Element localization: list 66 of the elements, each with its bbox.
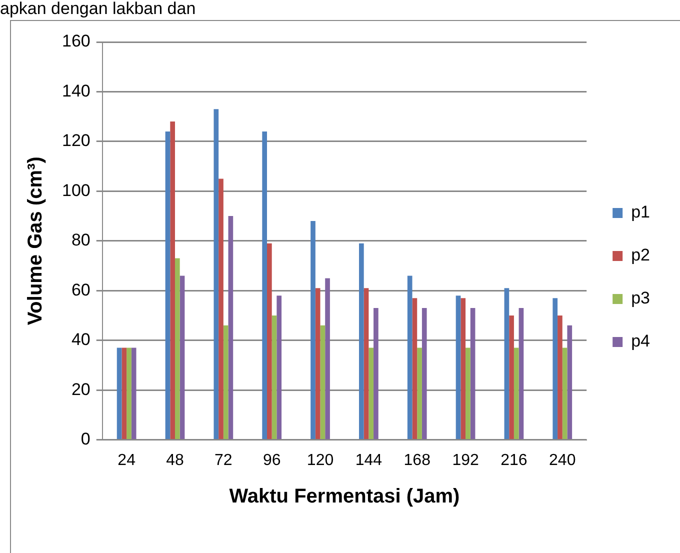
bar: [562, 348, 568, 440]
bar: [470, 308, 476, 440]
y-tick-label: 40: [71, 330, 90, 350]
legend-label: p4: [631, 332, 650, 351]
y-tick-label: 60: [71, 280, 90, 300]
bar: [214, 109, 219, 440]
bar: [320, 325, 326, 440]
x-tick-label: 168: [404, 452, 431, 469]
bar: [359, 243, 364, 440]
y-tick-label: 0: [80, 429, 90, 448]
y-tick-label: 100: [62, 180, 90, 200]
legend-label: p1: [631, 202, 650, 222]
x-axis-title: Waktu Fermentasi (Jam): [229, 486, 460, 508]
bar: [407, 276, 412, 440]
x-tick-label: 24: [118, 452, 136, 469]
bar: [262, 132, 267, 440]
bar: [131, 348, 136, 440]
y-tick-label: 140: [62, 81, 90, 100]
bar: [364, 288, 369, 440]
x-tick-label: 216: [500, 452, 528, 469]
legend-label: p3: [631, 288, 650, 308]
x-tick-label: 72: [214, 452, 232, 469]
bar: [466, 348, 470, 440]
bar: [567, 325, 572, 440]
bar: [272, 315, 277, 440]
bar: [558, 315, 562, 440]
bar: [218, 178, 224, 440]
bar: [170, 122, 175, 440]
y-axis-title: Volume Gas (cm³): [24, 156, 47, 326]
bar: [509, 315, 514, 440]
x-tick-label: 240: [549, 452, 576, 469]
y-tick-label: 80: [71, 230, 90, 250]
bar: [374, 308, 378, 440]
bar: [412, 298, 418, 440]
y-tick-label: 160: [62, 32, 90, 51]
x-tick-label: 144: [355, 452, 382, 469]
bar: [514, 348, 519, 440]
bar: [518, 308, 524, 440]
bar: [223, 325, 228, 440]
bar: [368, 348, 374, 440]
bar: [122, 348, 127, 440]
text: apkan dengan lakban dan: [0, 0, 196, 18]
bar: [276, 296, 282, 440]
x-tick-label: 120: [306, 452, 334, 469]
x-tick-label: 192: [452, 452, 479, 469]
bar: [228, 216, 234, 440]
bar: [267, 243, 272, 440]
bar: [310, 221, 316, 440]
bar: [460, 298, 466, 440]
x-tick-label: 48: [166, 452, 184, 469]
bar: [417, 348, 422, 440]
bar: [116, 348, 122, 440]
bar: [165, 132, 170, 440]
bar: [325, 278, 330, 440]
x-tick-label: 96: [262, 452, 281, 469]
bar: [180, 276, 185, 440]
legend-label: p2: [631, 246, 650, 265]
bar: [456, 296, 461, 440]
bar: [175, 258, 180, 440]
bar: [315, 288, 320, 440]
bar: [126, 348, 132, 440]
y-tick-label: 120: [62, 131, 90, 150]
bar: [422, 308, 427, 440]
bar: [552, 298, 558, 440]
bar: [504, 288, 510, 440]
y-tick-label: 20: [71, 380, 90, 399]
